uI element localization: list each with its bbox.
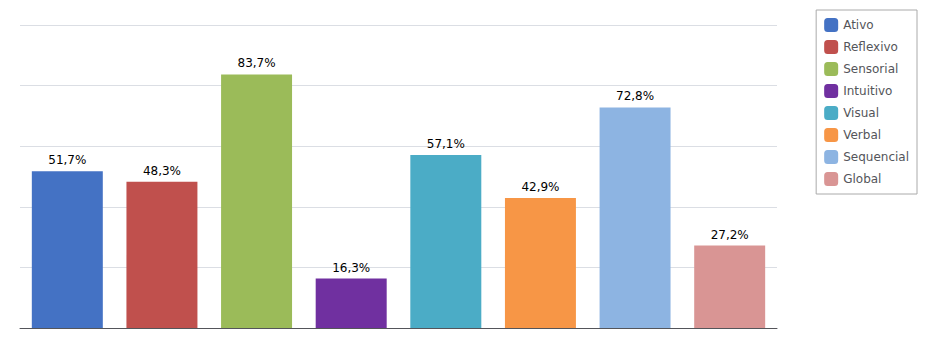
svg-text:Visual: Visual	[843, 106, 879, 120]
svg-text:48,3%: 48,3%	[143, 164, 181, 178]
svg-text:83,7%: 83,7%	[238, 56, 276, 70]
svg-text:16,3%: 16,3%	[332, 261, 370, 275]
svg-text:57,1%: 57,1%	[427, 137, 465, 151]
svg-text:Intuitivo: Intuitivo	[843, 84, 892, 98]
svg-text:Global: Global	[843, 172, 881, 186]
svg-text:Reflexivo: Reflexivo	[843, 40, 898, 54]
svg-text:72,8%: 72,8%	[616, 89, 654, 103]
svg-text:Verbal: Verbal	[843, 128, 881, 142]
svg-text:51,7%: 51,7%	[48, 153, 86, 167]
svg-text:Sequencial: Sequencial	[843, 150, 909, 164]
svg-text:27,2%: 27,2%	[711, 228, 749, 242]
svg-text:42,9%: 42,9%	[521, 180, 559, 194]
svg-text:Ativo: Ativo	[843, 18, 873, 32]
svg-text:Sensorial: Sensorial	[843, 62, 898, 76]
